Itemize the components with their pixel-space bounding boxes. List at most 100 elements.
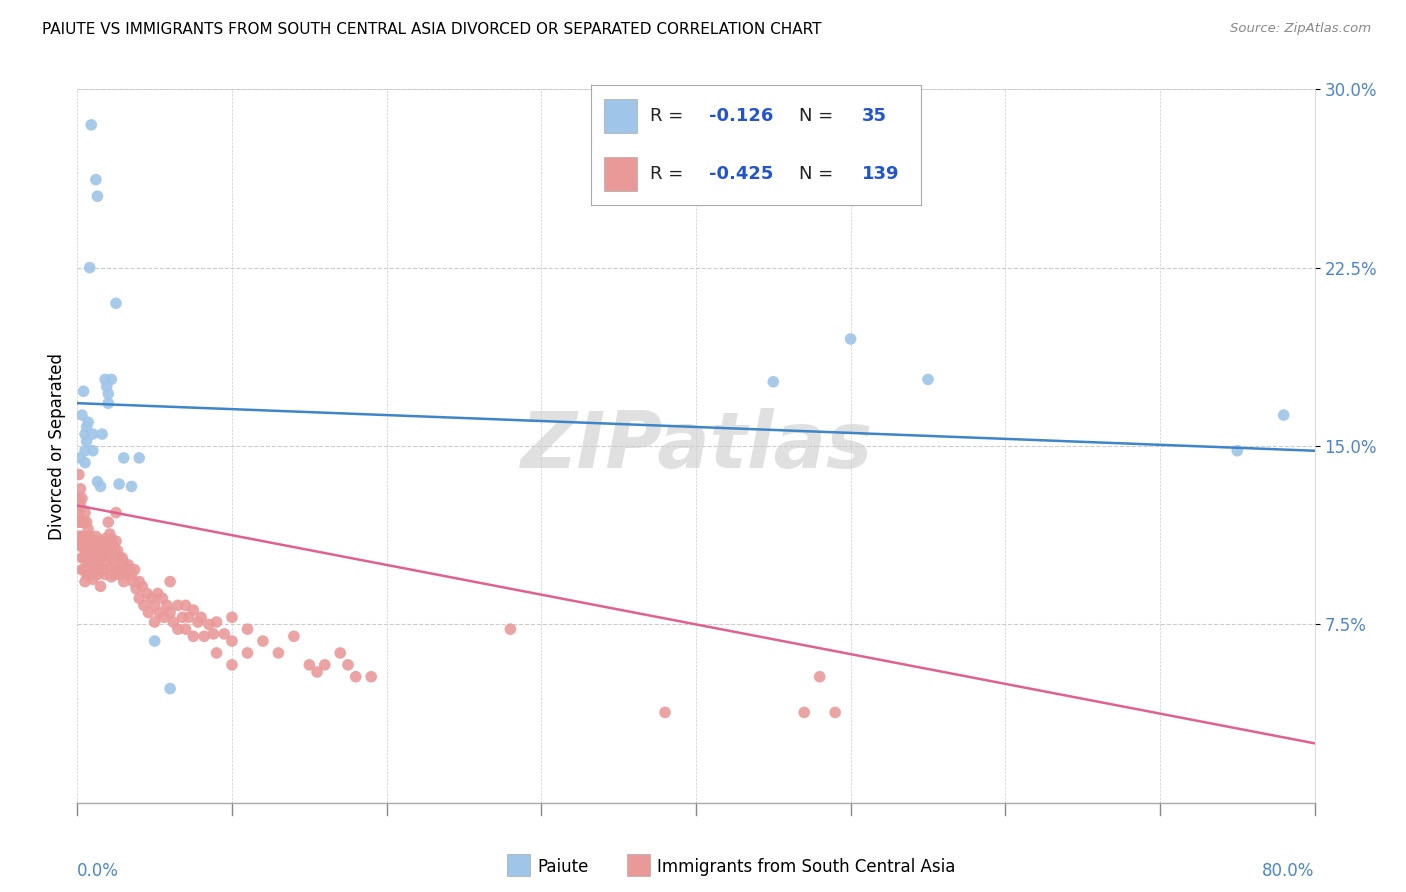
Point [122,574,145,589]
Point [112,450,135,465]
Point [87,556,110,570]
Point [121,479,143,493]
Point [70,529,93,543]
Point [190,610,212,624]
Point [187,615,209,629]
Point [108,477,131,491]
Point [159,681,181,696]
Point [94,532,117,546]
Point [70,408,93,422]
Point [654,706,676,720]
Point [76,434,98,449]
Point [108,567,131,582]
Point [97,386,120,401]
Point [202,627,225,641]
Text: N =: N = [799,107,838,125]
Point [839,332,862,346]
Point [221,657,243,672]
Point [236,646,259,660]
Point [75,443,96,458]
Point [91,427,114,442]
Point [101,556,124,570]
Text: Paiute: Paiute [537,858,589,876]
Point [98,527,121,541]
Point [115,567,138,582]
Point [82,539,104,553]
Point [70,550,93,565]
Point [105,296,127,310]
Point [107,563,129,577]
Point [69,515,91,529]
Point [84,563,107,577]
Point [221,610,243,624]
Point [86,534,108,549]
Point [118,563,141,577]
Point [93,543,115,558]
Point [86,475,108,489]
Point [77,415,100,429]
Point [167,622,190,636]
Point [112,556,135,570]
Point [162,615,184,629]
Point [94,549,117,563]
Point [136,586,159,600]
Point [172,610,194,624]
Bar [603,99,637,133]
Point [86,550,108,565]
Point [79,543,101,558]
Point [174,622,197,636]
Point [86,567,108,582]
Point [76,515,98,529]
Point [77,522,100,536]
Text: R =: R = [650,107,689,125]
Point [83,543,105,558]
Point [824,706,846,720]
Point [329,646,352,660]
Point [96,556,118,570]
Point [76,550,98,565]
Point [110,563,132,577]
Point [79,563,101,577]
Point [98,543,121,558]
Point [75,427,96,442]
Point [236,622,259,636]
Text: R =: R = [650,165,689,183]
Point [159,606,181,620]
Point [156,599,179,613]
Point [69,539,91,553]
Point [344,670,367,684]
Point [177,610,200,624]
Point [67,467,90,482]
Point [114,563,136,577]
Point [100,532,122,546]
Point [107,543,129,558]
Point [117,558,139,572]
Point [183,603,205,617]
Point [214,627,236,641]
Point [146,586,169,600]
Point [75,543,96,558]
Text: Immigrants from South Central Asia: Immigrants from South Central Asia [657,858,955,876]
Point [97,534,120,549]
Point [193,629,215,643]
Point [76,567,98,582]
Text: 80.0%: 80.0% [1263,863,1315,880]
Point [84,529,107,543]
Point [138,606,160,620]
Point [75,529,96,543]
Point [205,615,228,629]
Point [307,665,329,679]
Point [128,574,150,589]
Point [82,572,104,586]
Point [86,189,108,203]
Point [90,479,111,493]
Point [499,622,522,636]
Point [82,443,104,458]
Point [79,260,101,275]
Point [80,118,103,132]
Text: -0.126: -0.126 [710,107,773,125]
Point [337,657,360,672]
Point [77,539,100,553]
Point [96,379,118,393]
Point [148,606,170,620]
